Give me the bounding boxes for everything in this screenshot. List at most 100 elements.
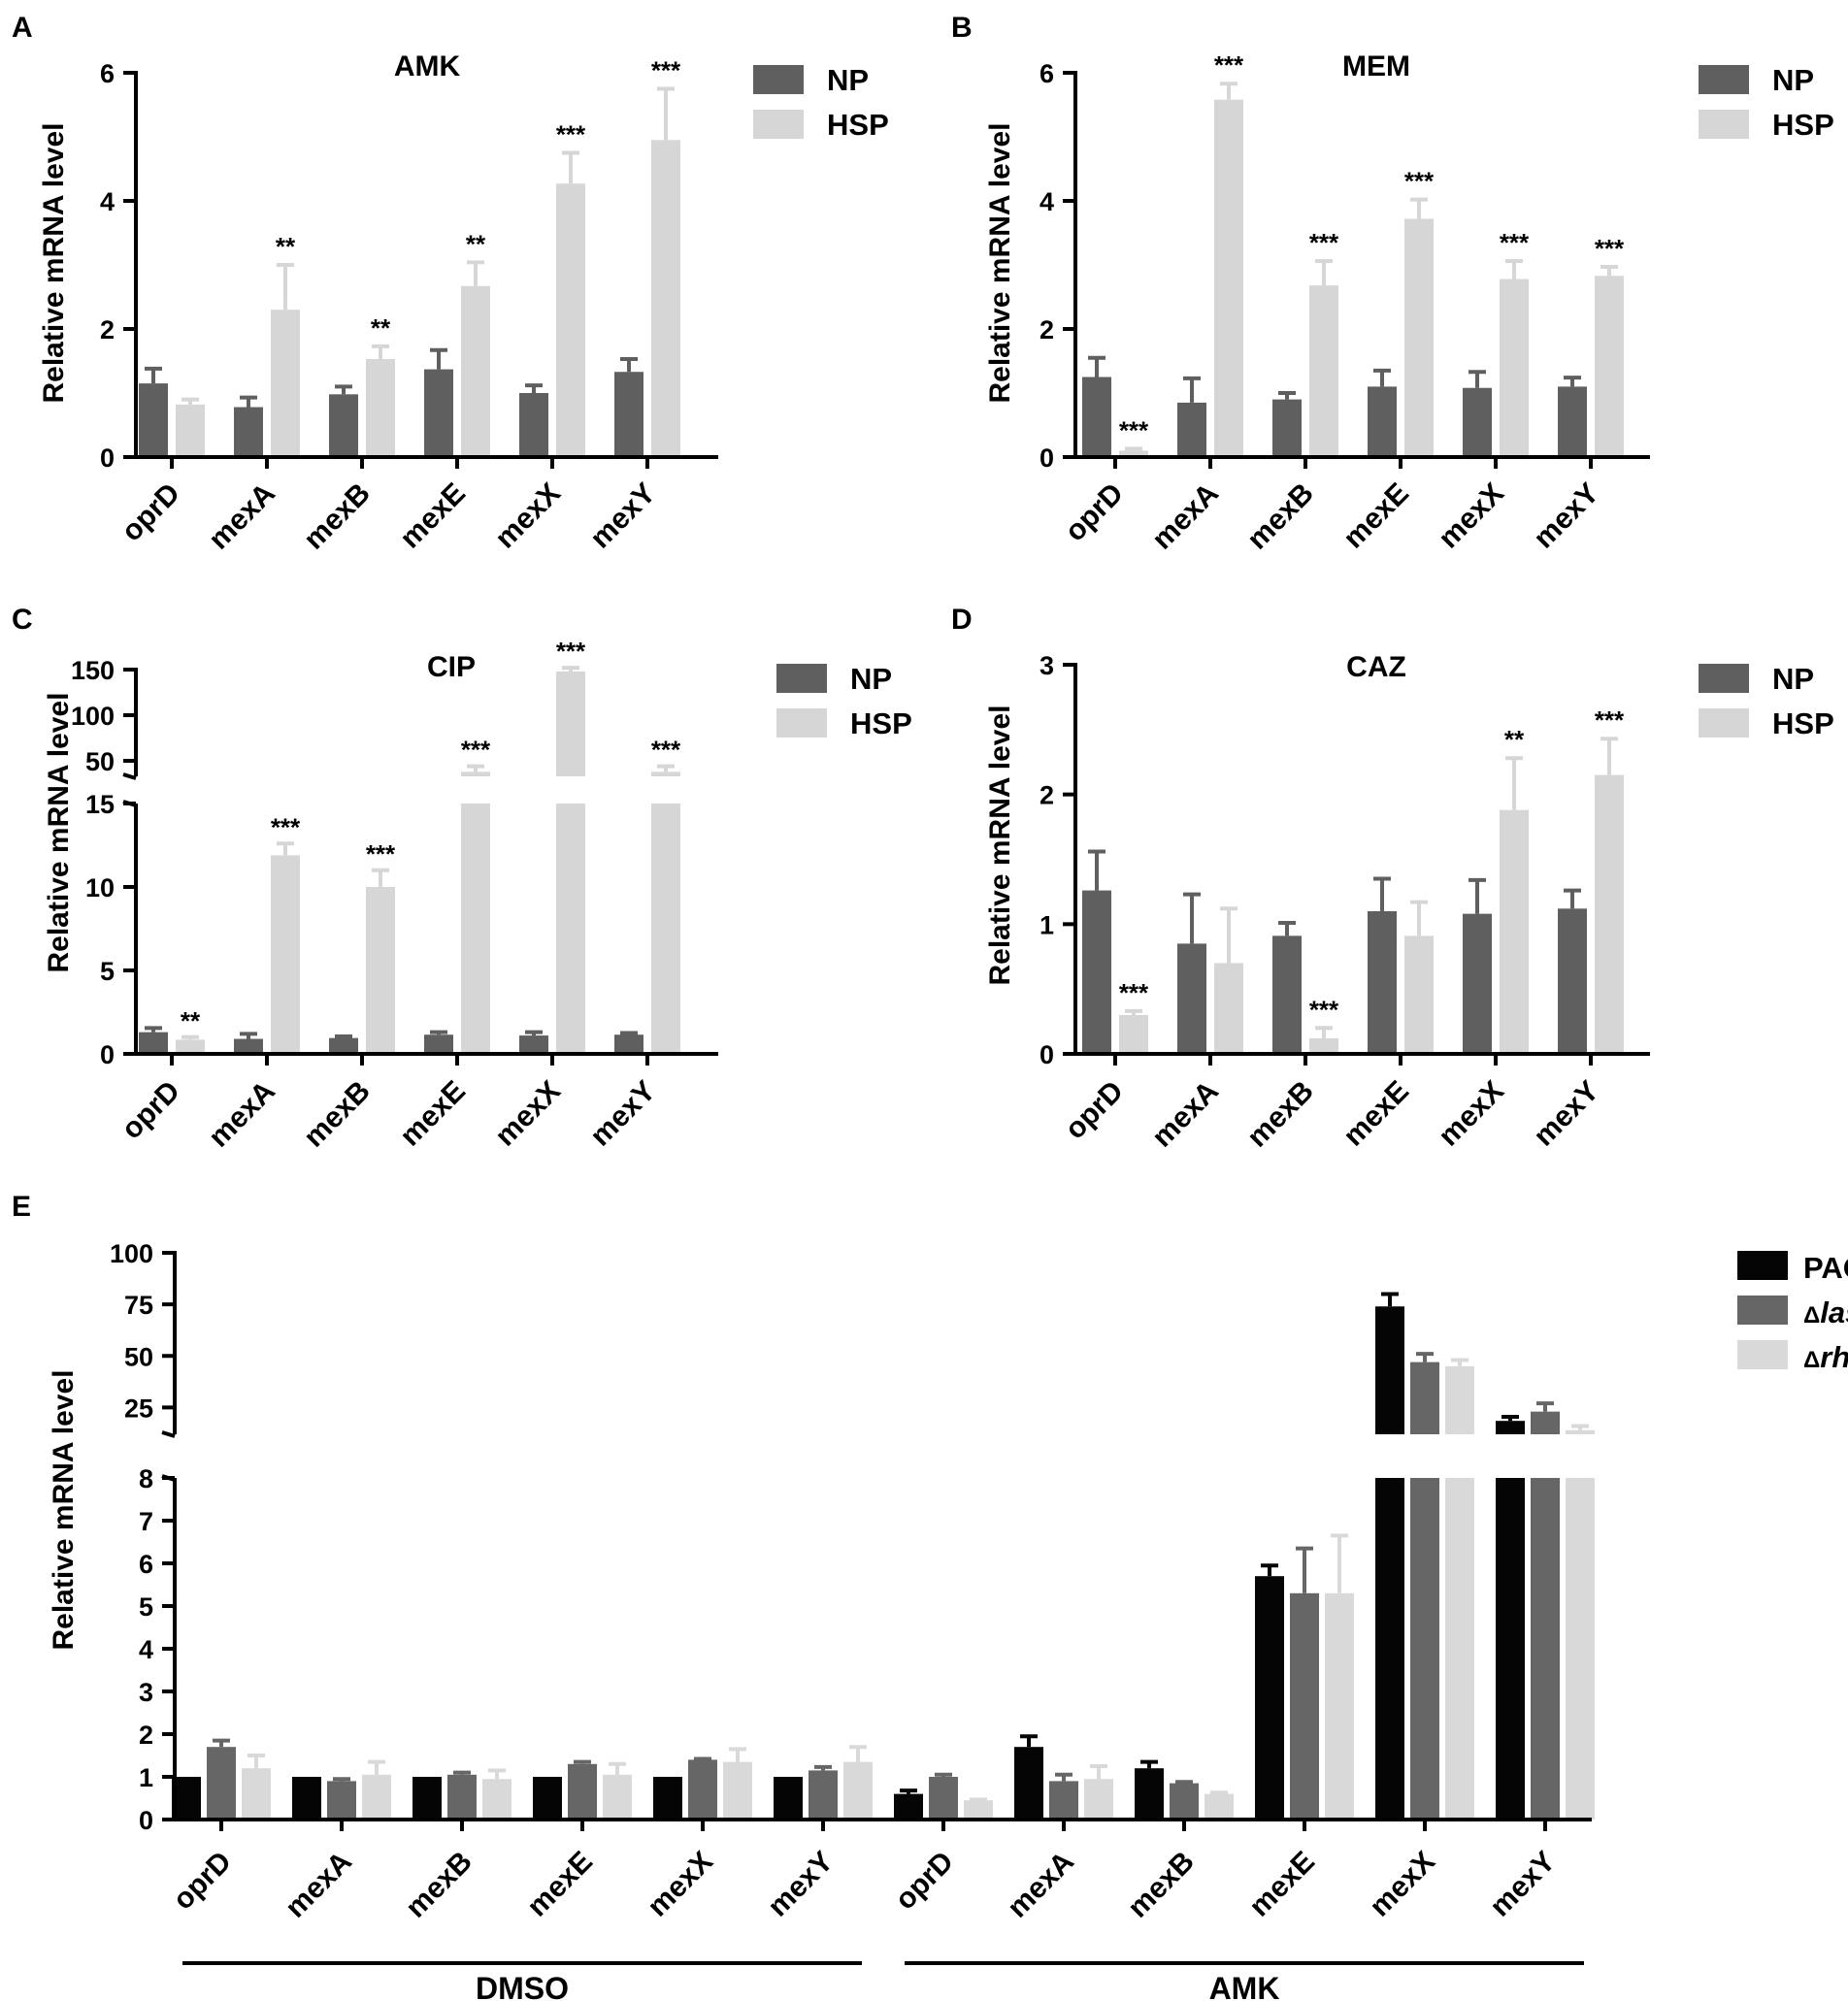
significance-label: *** — [1214, 50, 1244, 80]
y-axis-label: Relative mRNA level — [48, 1369, 80, 1650]
bar-lasi-mexA — [1049, 1781, 1078, 1820]
axis-break-mark — [122, 772, 137, 780]
x-tick-label: mexY — [1484, 1846, 1562, 1923]
y-tick-label: 4 — [139, 1635, 153, 1664]
bar-np-mexA — [1177, 402, 1206, 457]
y-tick-label: 50 — [85, 747, 115, 776]
bar-rhli-mexY-lower — [1566, 1478, 1595, 1820]
x-tick-label: mexE — [1243, 1846, 1321, 1923]
significance-label: ** — [371, 313, 391, 343]
legend-label-np: NP — [827, 63, 869, 97]
y-axis-label: Relative mRNA level — [984, 705, 1016, 985]
x-tick-label: oprD — [116, 1075, 186, 1146]
x-tick-label: mexA — [203, 477, 281, 556]
legend-swatch-rhli — [1737, 1340, 1788, 1369]
bar-rhli-mexX-upper — [1445, 1365, 1474, 1434]
bar-hsp-mexY-lower — [651, 804, 680, 1054]
y-tick-label: 7 — [139, 1507, 153, 1536]
y-tick-label: 4 — [100, 187, 115, 216]
bar-lasi-mexX-lower — [1410, 1478, 1439, 1820]
x-tick-label: mexB — [400, 1846, 478, 1924]
significance-label: ** — [1504, 725, 1525, 754]
legend-swatch-hsp — [753, 110, 804, 139]
panel-label: C — [12, 604, 33, 636]
significance-label: *** — [1595, 234, 1625, 263]
legend-label-rhli: ΔrhlI — [1803, 1340, 1848, 1374]
bar-hsp-oprD — [176, 1039, 205, 1054]
bar-pao1-mexE — [1255, 1576, 1284, 1820]
significance-label: *** — [1309, 995, 1339, 1024]
legend-prefix: Δ — [1803, 1302, 1820, 1329]
legend-swatch-np — [1699, 65, 1749, 94]
y-tick-label: 10 — [85, 873, 115, 902]
bar-np-mexB — [329, 1037, 358, 1054]
x-tick-label: mexX — [489, 477, 567, 555]
y-tick-label: 50 — [124, 1342, 153, 1371]
bar-rhli-oprD — [964, 1800, 993, 1820]
bar-hsp-mexX — [556, 183, 585, 457]
bar-pao1-mexY-lower — [1496, 1478, 1525, 1820]
y-tick-label: 0 — [1040, 1040, 1054, 1069]
legend-label-hsp: HSP — [1772, 108, 1834, 142]
group-label-dmso: DMSO — [476, 1971, 569, 2001]
bar-hsp-mexA — [271, 855, 300, 1054]
bar-pao1-oprD — [894, 1793, 923, 1820]
x-tick-label: mexX — [489, 1075, 567, 1153]
bar-hsp-mexY — [1595, 774, 1624, 1054]
bar-pao1-mexA — [292, 1777, 321, 1820]
bar-pao1-mexE — [533, 1777, 562, 1820]
y-tick-label: 5 — [100, 957, 115, 986]
bar-hsp-mexE-upper — [461, 771, 490, 776]
y-tick-label: 3 — [1040, 651, 1054, 680]
legend-label-hsp: HSP — [850, 706, 912, 740]
y-tick-label: 100 — [110, 1239, 153, 1268]
y-tick-label: 150 — [71, 656, 115, 685]
bar-hsp-mexE-lower — [461, 804, 490, 1054]
y-tick-label: 3 — [139, 1678, 153, 1707]
legend-label-hsp: HSP — [1772, 706, 1834, 740]
bar-lasi-mexX — [688, 1759, 717, 1820]
y-axis-label: Relative mRNA level — [38, 122, 70, 403]
bar-hsp-mexB — [1309, 1037, 1338, 1054]
x-tick-label: mexX — [1433, 477, 1510, 555]
legend-name: lasI — [1820, 1296, 1848, 1329]
bar-hsp-mexA — [1214, 99, 1243, 457]
bar-np-mexY — [1558, 386, 1587, 457]
bar-rhli-mexX-lower — [1445, 1478, 1474, 1820]
y-tick-label: 4 — [1040, 187, 1054, 216]
significance-label: *** — [651, 736, 681, 765]
legend-swatch-np — [776, 664, 827, 693]
chart-title: CIP — [427, 651, 476, 683]
significance-label: *** — [1119, 978, 1149, 1007]
bar-np-mexA — [1177, 943, 1206, 1054]
bar-pao1-mexX-lower — [1375, 1478, 1404, 1820]
panel-e: E 0 1 2 3 4 5 6 7 8 25 50 75 100 oprD mexA mexB mexE mexX m… — [12, 1191, 1848, 2001]
x-tick-label: mexE — [394, 477, 472, 555]
significance-label: *** — [556, 637, 586, 666]
bar-np-mexX — [1463, 913, 1492, 1054]
bar-np-mexA — [234, 1038, 263, 1054]
bar-lasi-mexY — [808, 1770, 838, 1820]
bar-pao1-mexA — [1014, 1747, 1043, 1820]
bar-rhli-mexE — [1325, 1592, 1354, 1820]
bar-rhli-mexX — [723, 1761, 752, 1820]
significance-label: *** — [1119, 415, 1149, 444]
significance-label: ** — [466, 229, 486, 258]
bar-lasi-mexE — [1290, 1592, 1319, 1820]
bar-np-mexX — [519, 393, 548, 457]
x-tick-label: mexB — [298, 477, 377, 556]
significance-label: *** — [1595, 705, 1625, 735]
y-tick-label: 5 — [139, 1592, 153, 1622]
panel-label: E — [12, 1191, 31, 1223]
bar-np-mexE — [1368, 910, 1397, 1054]
bar-hsp-mexX-lower — [556, 804, 585, 1054]
x-tick-label: mexB — [298, 1075, 377, 1154]
x-tick-label: oprD — [889, 1846, 960, 1917]
panel-label: B — [951, 12, 973, 44]
bar-np-mexE — [1368, 386, 1397, 457]
x-tick-label: mexY — [1528, 477, 1605, 555]
y-tick-label: 1 — [1040, 910, 1054, 939]
legend-name: PAO1 — [1803, 1251, 1848, 1285]
chart-title: MEM — [1342, 50, 1410, 82]
